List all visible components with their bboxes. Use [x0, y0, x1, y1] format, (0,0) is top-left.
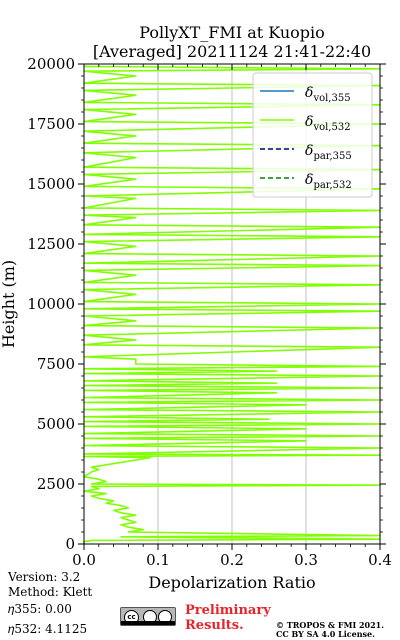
x-tick-label: 0.0 — [72, 551, 96, 569]
license-band — [121, 621, 175, 625]
y-tick-label: 0 — [65, 535, 75, 553]
preliminary-line-2: Results. — [185, 618, 244, 633]
x-tick-label: 0.2 — [220, 551, 244, 569]
version-text: Version: 3.2 — [8, 570, 81, 584]
series-group — [83, 65, 381, 544]
x-tick-label: 0.1 — [146, 551, 170, 569]
y-tick-label: 15000 — [27, 175, 75, 193]
y-tick-label: 7500 — [37, 355, 75, 373]
cc-license-badge: cc — [120, 607, 176, 626]
legend-box — [252, 72, 373, 198]
y-tick-label: 12500 — [27, 235, 75, 253]
preliminary-notice: Preliminary Results. — [185, 603, 271, 633]
legend-symbol: δ — [305, 114, 313, 130]
legend-label: δpar,355 — [305, 143, 352, 162]
axis-ticks: 0.0 0.1 0.2 0.3 0.4 0 2500 5000 7500 10000 12500 15… — [27, 55, 392, 569]
copyright-line-2: CC BY SA 4.0 License. — [276, 629, 375, 639]
x-tick-label: 0.3 — [294, 551, 318, 569]
y-tick-label: 2500 — [37, 475, 75, 493]
legend-label: δvol,532 — [305, 114, 351, 133]
y-tick-label: 17500 — [27, 115, 75, 133]
chart-title-line-1: PollyXT_FMI at Kuopio — [139, 23, 325, 42]
copyright-notice: © TROPOS & FMI 2021. CC BY SA 4.0 Licens… — [276, 621, 384, 639]
preliminary-line-1: Preliminary — [185, 603, 271, 618]
x-axis-label: Depolarization Ratio — [148, 573, 315, 592]
legend-subscript: vol,532 — [312, 122, 350, 133]
y-axis-label: Height (m) — [0, 260, 18, 348]
legend-subscript: par,355 — [313, 151, 351, 162]
legend-subscript: par,532 — [313, 180, 351, 191]
y-tick-label: 5000 — [37, 415, 75, 433]
copyright-line-1: © TROPOS & FMI 2021. — [276, 620, 385, 630]
series-line-vol532 — [83, 65, 381, 544]
eta355-text: 𝜂355: 0.00 — [8, 602, 72, 616]
legend-label: δpar,532 — [305, 172, 352, 191]
legend-symbol: δ — [305, 143, 313, 159]
x-tick-label: 0.4 — [368, 551, 392, 569]
y-tick-label: 10000 — [27, 295, 75, 313]
legend-subscript: vol,355 — [312, 93, 350, 104]
legend-symbol: δ — [305, 172, 313, 188]
method-text: Method: Klett — [8, 585, 93, 599]
legend-label: δvol,355 — [305, 85, 351, 104]
chart-title-line-2: [Averaged] 20211124 21:41-22:40 — [93, 42, 371, 61]
eta532-text: 𝜂532: 4.1125 — [8, 622, 88, 636]
legend-symbol: δ — [305, 85, 313, 101]
y-tick-label: 20000 — [27, 55, 75, 73]
